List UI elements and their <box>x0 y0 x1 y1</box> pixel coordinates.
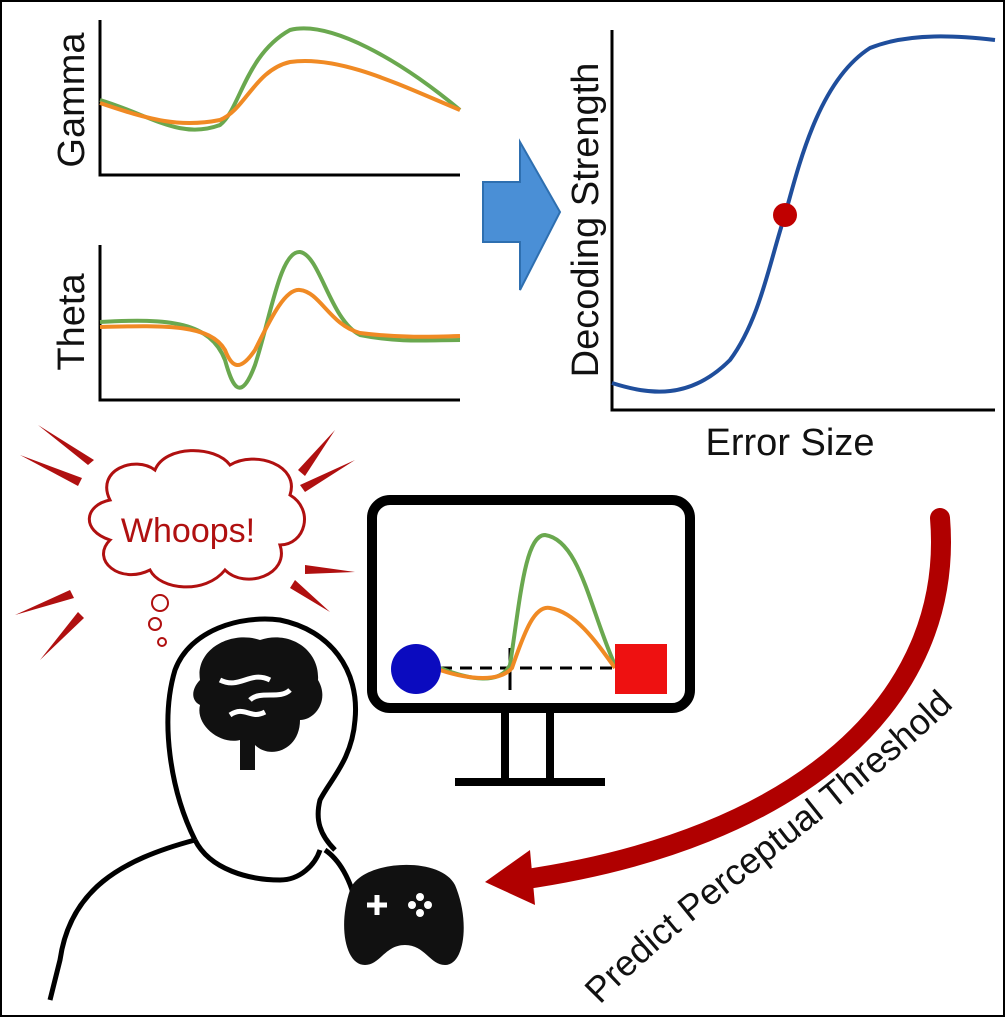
axes <box>98 245 460 402</box>
y-axis-label: Decoding Strength <box>565 63 607 378</box>
gamma-label: Gamma <box>51 32 93 168</box>
bubble <box>151 594 169 612</box>
orange-curve <box>99 59 461 126</box>
bubble <box>148 617 162 631</box>
axes <box>610 30 995 412</box>
sparks <box>15 425 355 660</box>
green-curve <box>99 26 462 132</box>
thought-cloud: Whoops! <box>15 425 355 660</box>
decoding-panel: Decoding Strength Error Size <box>565 30 996 464</box>
green-curve <box>99 250 461 390</box>
gamma-panel: Gamma <box>51 20 462 177</box>
cloud <box>87 449 306 589</box>
x-axis-label: Error Size <box>706 422 875 464</box>
bubble <box>157 637 167 647</box>
brain <box>193 637 323 770</box>
orange-curve <box>99 288 461 367</box>
gamepad <box>344 864 464 965</box>
flow-arrow <box>482 138 562 291</box>
theta-label: Theta <box>51 273 93 371</box>
threshold-point <box>773 203 797 227</box>
theta-panel: Theta <box>51 245 461 402</box>
axes <box>98 20 460 177</box>
whoops-text: Whoops! <box>121 512 255 550</box>
monitor <box>367 495 695 786</box>
